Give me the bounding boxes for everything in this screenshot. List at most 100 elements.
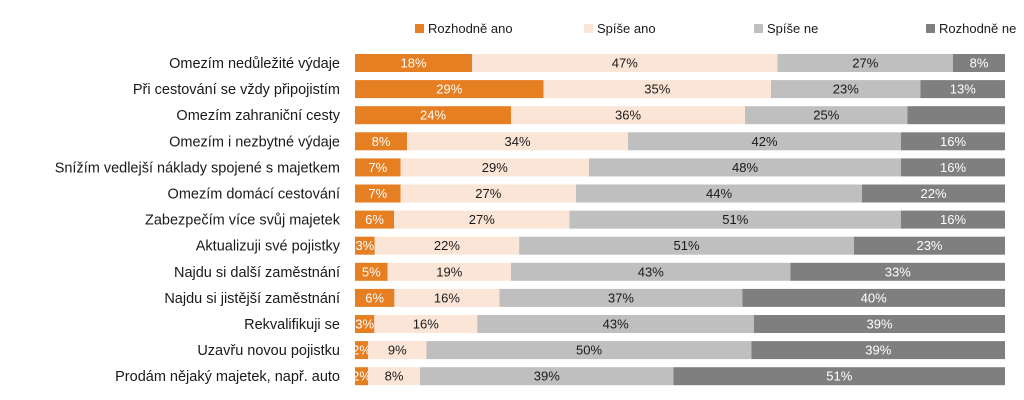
- bar-segment: [771, 80, 921, 99]
- category-label: Omezím zahraniční cesty: [176, 108, 340, 124]
- data-label: 8%: [970, 56, 989, 71]
- data-label: 8%: [372, 134, 391, 149]
- bar-row: 29% 35% 23% 13%: [355, 80, 1005, 99]
- bar-row: 18% 47% 27% 8%: [355, 54, 1005, 72]
- data-label: 40%: [861, 290, 887, 305]
- legend-label: Spíše ne: [767, 21, 818, 36]
- data-label: 29%: [482, 160, 508, 175]
- legend-label: Rozhodně ne: [939, 21, 1016, 36]
- data-label: 16%: [434, 290, 460, 305]
- legend-swatch: [584, 24, 593, 33]
- legend-item-2: Spíše ne: [754, 21, 818, 36]
- legend-label: Rozhodně ano: [428, 21, 513, 36]
- bar-row: 6% 16% 37% 40%: [355, 288, 1005, 307]
- bar-segment: [374, 236, 520, 255]
- data-label: 43%: [603, 317, 629, 332]
- legend: Rozhodně ano Spíše ano Spíše ne Rozhodně ne: [415, 21, 1016, 36]
- legend-item-3: Rozhodně ne: [926, 21, 1016, 36]
- bar-segment: [355, 341, 368, 360]
- data-label: 44%: [706, 186, 732, 201]
- bar-segment: [420, 367, 674, 386]
- bar-row: 8% 34% 42% 16%: [355, 132, 1005, 151]
- bar-segment: [368, 367, 420, 386]
- data-label: 22%: [434, 238, 460, 253]
- bar-segment: [426, 341, 752, 360]
- bar-row: 2% 9% 50% 39%: [352, 341, 1005, 360]
- bar-segment: [511, 262, 791, 281]
- data-label: 23%: [916, 238, 942, 253]
- bar-segment: [569, 210, 901, 229]
- data-label: 23%: [833, 82, 859, 97]
- data-label: 27%: [852, 56, 878, 71]
- bar-segment: [790, 262, 1005, 281]
- bar-segment: [394, 210, 570, 229]
- bar-segment: [511, 106, 745, 125]
- data-label: 37%: [608, 290, 634, 305]
- bar-segment: [576, 184, 862, 203]
- bar-segment: [355, 288, 395, 307]
- bar-segment: [745, 106, 908, 125]
- bar-segment: [853, 236, 1005, 255]
- data-label: 7%: [368, 186, 387, 201]
- data-label: 39%: [866, 317, 892, 332]
- bar-segment: [499, 288, 743, 307]
- data-label: 3%: [355, 317, 374, 332]
- data-label: 24%: [420, 108, 446, 123]
- category-labels: Omezím nedůležité výdaje Při cestování se…: [55, 56, 341, 385]
- bar-segment: [355, 184, 401, 203]
- data-label: 39%: [865, 343, 891, 358]
- data-label: 6%: [365, 290, 384, 305]
- category-label: Najdu si další zaměstnání: [174, 265, 340, 281]
- data-label: 3%: [355, 238, 374, 253]
- data-label: 6%: [365, 212, 384, 227]
- bar-segment: [355, 54, 472, 72]
- data-label: 7%: [368, 160, 387, 175]
- bar-segment: [407, 132, 628, 151]
- bar-segment: [355, 158, 401, 177]
- bar-segment: [920, 80, 1005, 99]
- data-label: 27%: [475, 186, 501, 201]
- legend-swatch: [926, 24, 935, 33]
- bar-segment: [628, 132, 901, 151]
- bar-segment: [907, 106, 1005, 125]
- category-label: Při cestování se vždy připojistím: [133, 82, 340, 98]
- category-label: Omezím nedůležité výdaje: [169, 56, 340, 72]
- bar-segment: [355, 106, 511, 125]
- legend-item-1: Spíše ano: [584, 21, 656, 36]
- bar-segment: [862, 184, 1005, 203]
- category-label: Najdu si jistější zaměstnání: [164, 291, 340, 307]
- data-label: 51%: [826, 369, 852, 384]
- bar-row: 24% 36% 25%: [355, 106, 1005, 125]
- data-label: 16%: [940, 212, 966, 227]
- bar-segment: [472, 54, 778, 72]
- data-label: 42%: [751, 134, 777, 149]
- bar-segment: [754, 315, 1005, 333]
- data-label: 47%: [612, 56, 638, 71]
- data-label: 51%: [674, 238, 700, 253]
- bar-row: 3% 22% 51% 23%: [355, 236, 1005, 255]
- data-label: 22%: [920, 186, 946, 201]
- legend-label: Spíše ano: [597, 21, 656, 36]
- data-label: 29%: [436, 82, 462, 97]
- bar-segment: [519, 236, 854, 255]
- data-label: 2%: [352, 369, 371, 384]
- bar-segment: [901, 210, 1005, 229]
- category-label: Omezím i nezbytné výdaje: [169, 134, 340, 150]
- bar-row: 7% 27% 44% 22%: [355, 184, 1005, 203]
- bar-row: 5% 19% 43% 33%: [355, 262, 1005, 281]
- bar-segment: [751, 341, 1005, 360]
- data-label: 39%: [534, 369, 560, 384]
- data-label: 18%: [400, 56, 426, 71]
- bar-segment: [673, 367, 1005, 386]
- data-label: 43%: [638, 264, 664, 279]
- data-label: 51%: [722, 212, 748, 227]
- category-label: Uzavřu novou pojistku: [197, 343, 340, 359]
- bar-segment: [742, 288, 1005, 307]
- legend-swatch: [754, 24, 763, 33]
- bar-row: 6% 27% 51% 16%: [355, 210, 1005, 229]
- data-label: 33%: [885, 264, 911, 279]
- data-label: 19%: [436, 264, 462, 279]
- bar-segment: [374, 315, 478, 333]
- bar-segment: [901, 158, 1005, 177]
